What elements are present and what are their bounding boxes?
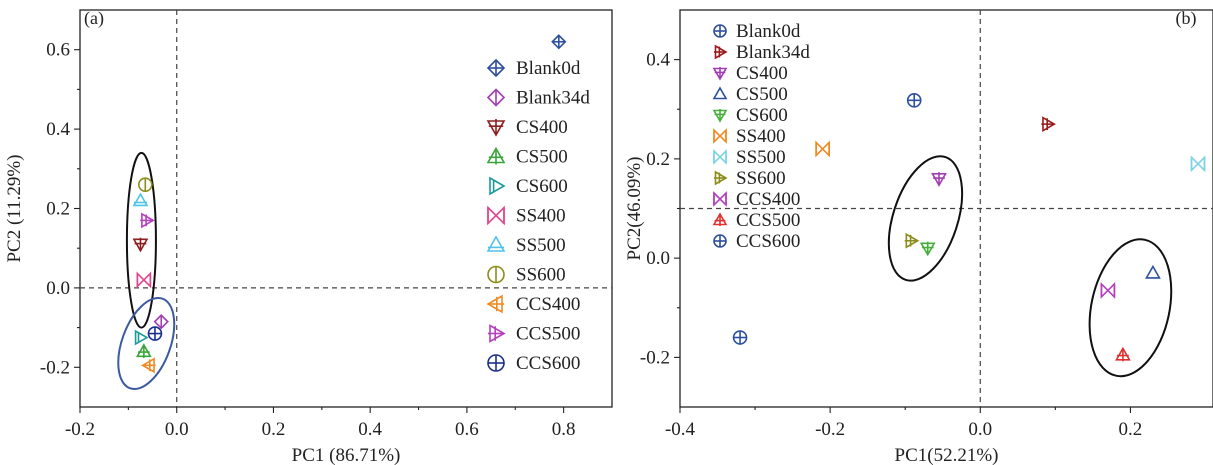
x-tick-label: 0.2	[1119, 419, 1143, 440]
chart-panel-a: -0.2 0.0 0.2 0.4 0.6 0.8 -0.2 0.0 0.2 0.4 0.6 PC1 (…	[4, 8, 613, 465]
data-point-ss400	[136, 271, 152, 289]
legend-marker-ss400	[713, 128, 727, 144]
legend-label: Blank0d	[736, 21, 801, 42]
data-point-cs400	[931, 172, 947, 187]
y-tick-label: 0.2	[46, 199, 70, 220]
data-point-cs500	[135, 343, 152, 358]
cluster-ellipse	[125, 151, 157, 329]
legend-marker-cs500	[712, 86, 728, 100]
data-point-blank0d	[551, 34, 567, 50]
x-tick-label: 0.0	[968, 419, 992, 440]
data-point-ccs500	[1115, 346, 1131, 362]
legend-marker-ss500	[713, 149, 727, 165]
y-tick-label: 0.0	[646, 248, 670, 269]
legend-label: CS500	[516, 147, 568, 168]
data-point-cs500	[1145, 264, 1161, 279]
legend-label: SS400	[516, 206, 566, 227]
legend-label: CCS400	[736, 189, 800, 210]
legend-marker-ccs400	[713, 191, 727, 207]
legend-label: SS600	[516, 265, 566, 286]
data-point-blank0d	[732, 330, 748, 345]
x-axis-label: PC1(52.21%)	[895, 445, 999, 465]
data-point-ccs600	[147, 326, 163, 341]
legend-label: CS400	[516, 117, 568, 138]
data-point-ccs400	[141, 357, 156, 374]
data-point-ccs600	[906, 93, 922, 108]
chart-panel-b: -0.4 -0.2 0.0 0.2 -0.2 0.0 0.2 0.4 PC1(52.21%) PC…	[624, 8, 1213, 465]
legend-marker-blank34d	[714, 44, 728, 60]
legend-marker-ccs600	[487, 354, 505, 372]
cluster-ellipse	[117, 296, 176, 391]
data-point-cs600	[919, 241, 936, 257]
data-point-ss600	[137, 177, 153, 192]
legend-marker-ccs500	[712, 212, 728, 226]
legend-marker-ccs400	[486, 294, 504, 314]
data-point-cs600	[134, 329, 149, 346]
panel-label: (b)	[1176, 8, 1197, 29]
legend-marker-blank34d	[486, 88, 506, 107]
legend-marker-ss500	[486, 235, 506, 252]
y-axis-label: PC2(46.09%)	[624, 157, 645, 261]
cluster-ellipse	[1088, 238, 1173, 378]
legend-marker-cs600	[712, 109, 728, 123]
data-point-ss400	[815, 140, 830, 158]
legend-label: SS500	[516, 235, 566, 256]
x-tick-label: 0.8	[552, 419, 576, 440]
panel-label: (a)	[84, 8, 104, 29]
y-tick-label: 0.4	[46, 119, 70, 140]
y-tick-label: 0.6	[46, 40, 70, 61]
legend-marker-cs600	[489, 176, 506, 196]
legend-label: CCS400	[516, 294, 580, 315]
cluster-ellipse	[887, 155, 964, 282]
legend-label: CCS600	[736, 231, 800, 252]
legend-marker-cs400	[712, 67, 728, 81]
data-point-ccs500	[140, 212, 155, 229]
legend-label: CCS500	[736, 210, 800, 231]
y-tick-label: 0.2	[646, 149, 670, 170]
y-axis-label: PC2 (11.29%)	[4, 154, 25, 262]
legend-marker-blank0d	[713, 24, 727, 38]
legend-marker-ccs600	[713, 234, 727, 248]
x-tick-label: -0.2	[65, 419, 95, 440]
data-point-blank34d	[153, 314, 169, 330]
legend-marker-ss600	[714, 170, 728, 186]
legend-label: CCS500	[516, 324, 580, 345]
legend-marker-ccs500	[488, 324, 506, 343]
legend-label: Blank34d	[736, 42, 810, 63]
data-point-ss500	[1190, 155, 1206, 173]
legend-label: Blank0d	[516, 58, 581, 79]
x-axis-label: PC1 (86.71%)	[292, 445, 401, 465]
legend-marker-cs400	[486, 119, 506, 137]
legend-label: CS400	[736, 63, 788, 84]
legend-marker-ss400	[487, 205, 505, 226]
legend-marker-ss600	[487, 265, 505, 284]
x-tick-label: 0.2	[262, 419, 286, 440]
y-tick-label: -0.2	[40, 357, 70, 378]
x-tick-label: -0.2	[815, 419, 845, 440]
x-tick-label: 0.6	[455, 419, 479, 440]
legend-marker-blank0d	[486, 58, 506, 78]
legend-label: Blank34d	[516, 88, 590, 109]
data-point-ccs400	[1100, 281, 1116, 299]
data-point-blank34d	[1041, 116, 1056, 133]
data-point-ss600	[904, 232, 920, 249]
data-point-cs400	[132, 237, 149, 253]
legend-label: CCS600	[516, 353, 580, 374]
y-tick-label: -0.2	[640, 347, 670, 368]
legend-label: CS600	[736, 105, 788, 126]
legend-label: SS500	[736, 147, 786, 168]
y-tick-label: 0.0	[46, 278, 70, 299]
x-tick-label: 0.4	[358, 419, 382, 440]
data-point-ss500	[132, 192, 149, 207]
legend-marker-cs500	[486, 146, 506, 165]
legend-label: SS400	[736, 126, 786, 147]
x-tick-label: 0.0	[165, 419, 189, 440]
legend-label: CS600	[516, 176, 568, 197]
legend-label: CS500	[736, 84, 788, 105]
legend-label: SS600	[736, 168, 786, 189]
y-tick-label: 0.4	[646, 50, 670, 71]
x-tick-label: -0.4	[665, 419, 696, 440]
